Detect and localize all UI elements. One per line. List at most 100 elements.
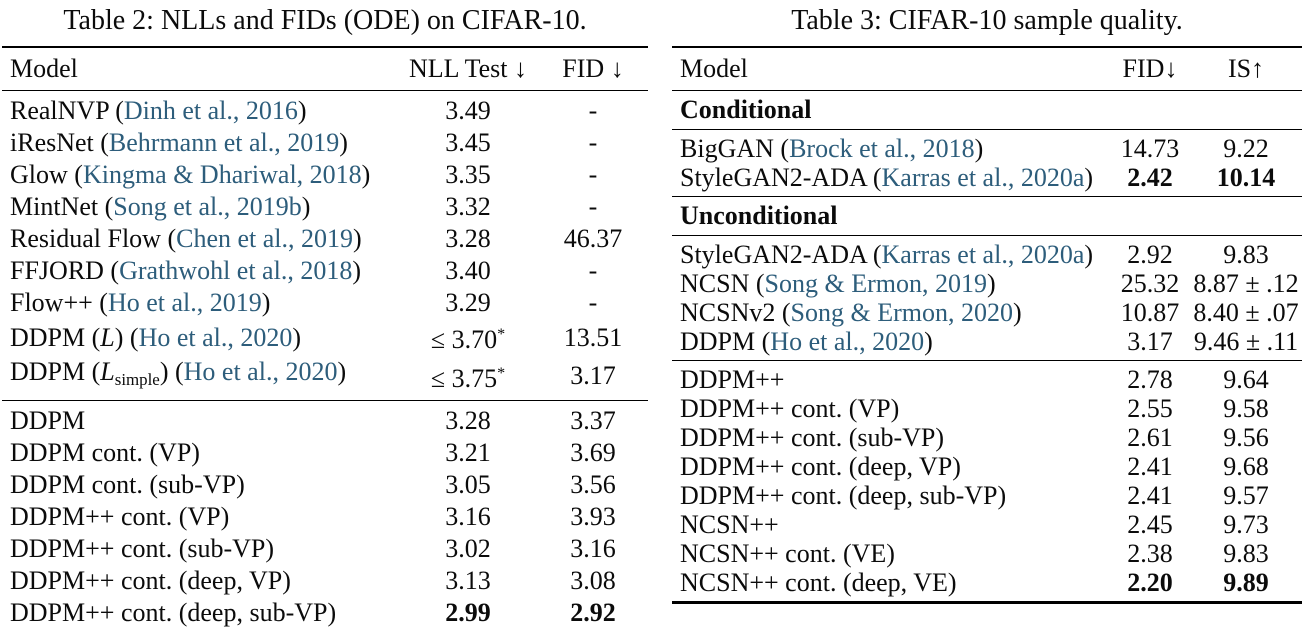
model-cell: FFJORD (Grathwohl et al., 2018) (2, 255, 398, 287)
table-row: DDPM (Lsimple) (Ho et al., 2020) ≤ 3.75* 3… (2, 356, 648, 401)
value-cell: ≤ 3.70* (398, 319, 538, 356)
text-segment: 3.93 (570, 502, 616, 531)
model-cell: Residual Flow (Chen et al., 2019) (2, 223, 398, 255)
text-segment: ) (986, 269, 996, 298)
text-segment: ) (261, 288, 271, 317)
model-cell: Flow++ (Ho et al., 2019) (2, 287, 398, 319)
text-segment: 3.37 (570, 406, 616, 435)
text-segment: ) (292, 322, 302, 352)
citation-link[interactable]: Behrmann et al., 2019 (108, 128, 340, 157)
table-row: DDPM++ cont. (deep, VP) 2.41 9.68 (672, 452, 1302, 481)
text-segment: DDPM++ (680, 365, 785, 394)
citation-link[interactable]: Grathwohl et al., 2018 (119, 256, 353, 285)
value-cell: 9.64 (1190, 361, 1302, 394)
value-cell: 9.83 (1190, 236, 1302, 269)
value-cell: 3.29 (398, 287, 538, 319)
text-segment: 2.41 (1127, 452, 1173, 481)
text-segment: 2.45 (1127, 510, 1173, 539)
table3-block: Table 3: CIFAR-10 sample quality. Model F… (672, 0, 1302, 604)
text-segment: 9.89 (1223, 568, 1269, 597)
value-cell: 3.17 (1110, 327, 1190, 361)
text-segment: iResNet ( (10, 128, 109, 157)
model-cell: DDPM++ cont. (VP) (672, 394, 1110, 423)
value-cell: 14.73 (1110, 130, 1190, 163)
citation-link[interactable]: Ho et al., 2020 (138, 322, 293, 352)
value-cell: - (538, 255, 648, 287)
value-cell: 2.45 (1110, 510, 1190, 539)
table-row: DDPM 3.28 3.37 (2, 401, 648, 438)
text-segment: NCSN++ cont. (VE) (680, 539, 895, 568)
value-cell: 3.28 (398, 223, 538, 255)
text-segment: 3.35 (445, 160, 491, 189)
table-row: NCSN (Song & Ermon, 2019) 25.32 8.87 ± .12 (672, 269, 1302, 298)
text-segment: 2.61 (1127, 423, 1173, 452)
citation-link[interactable]: Chen et al., 2019 (176, 224, 354, 253)
column-header: FID ↓ (562, 54, 624, 83)
value-cell: 3.32 (398, 191, 538, 223)
text-segment: ) (1084, 163, 1094, 192)
citation-link[interactable]: Dinh et al., 2016 (123, 96, 298, 125)
text-segment: ) (301, 192, 311, 221)
text-segment: - (588, 128, 598, 157)
text-segment: ) (337, 357, 347, 386)
citation-link[interactable]: Song & Ermon, 2020 (790, 298, 1013, 327)
table-row: DDPM++ cont. (VP) 2.55 9.58 (672, 394, 1302, 423)
text-segment: 9.83 (1223, 240, 1269, 269)
citation-link[interactable]: Karras et al., 2020a (881, 163, 1085, 192)
table-row: DDPM++ cont. (deep, VP) 3.13 3.08 (2, 565, 648, 597)
value-cell: 3.13 (398, 565, 538, 597)
text-segment: 2.41 (1127, 481, 1173, 510)
text-segment: 3.56 (570, 470, 616, 499)
text-segment: ) (1012, 298, 1022, 327)
model-cell: iResNet (Behrmann et al., 2019) (2, 127, 398, 159)
text-segment: DDPM++ cont. (sub-VP) (10, 534, 275, 563)
table-row: DDPM cont. (VP) 3.21 3.69 (2, 437, 648, 469)
model-cell: DDPM++ cont. (VP) (2, 501, 398, 533)
citation-link[interactable]: Karras et al., 2020a (881, 240, 1085, 269)
value-cell: 2.92 (1110, 236, 1190, 269)
column-header: Model (680, 54, 748, 83)
model-cell: DDPM++ cont. (deep, sub-VP) (672, 481, 1110, 510)
value-cell: 9.68 (1190, 452, 1302, 481)
table-row: Glow (Kingma & Dhariwal, 2018) 3.35 - (2, 159, 648, 191)
model-cell: NCSN (Song & Ermon, 2019) (672, 269, 1110, 298)
text-segment: 46.37 (563, 224, 623, 253)
value-cell: 25.32 (1110, 269, 1190, 298)
text-segment: 9.46 ± .11 (1193, 327, 1299, 356)
model-cell: DDPM++ cont. (deep, VP) (672, 452, 1110, 481)
table-row: DDPM cont. (sub-VP) 3.05 3.56 (2, 469, 648, 501)
text-segment: 9.57 (1223, 481, 1269, 510)
text-segment: 3.28 (445, 224, 491, 253)
value-cell: 3.21 (398, 437, 538, 469)
value-cell: 3.56 (538, 469, 648, 501)
citation-link[interactable]: Song et al., 2019b (113, 192, 302, 221)
model-cell: NCSNv2 (Song & Ermon, 2020) (672, 298, 1110, 327)
text-segment: StyleGAN2-ADA ( (680, 240, 882, 269)
text-segment: - (588, 96, 598, 125)
citation-link[interactable]: Ho et al., 2020 (770, 327, 925, 356)
value-cell: 2.61 (1110, 423, 1190, 452)
text-segment: 3.05 (445, 470, 491, 499)
citation-link[interactable]: Ho et al., 2019 (107, 288, 262, 317)
text-segment: DDPM++ cont. (deep, sub-VP) (680, 481, 1007, 510)
table-row: DDPM++ cont. (sub-VP) 2.61 9.56 (672, 423, 1302, 452)
text-segment: Glow ( (10, 160, 83, 189)
table-row: iResNet (Behrmann et al., 2019) 3.45 - (2, 127, 648, 159)
text-segment: StyleGAN2-ADA ( (680, 163, 882, 192)
text-segment: - (588, 160, 598, 189)
model-cell: DDPM (L) (Ho et al., 2020) (2, 319, 398, 356)
table-row: DDPM (Ho et al., 2020) 3.17 9.46 ± .11 (672, 327, 1302, 361)
citation-link[interactable]: Song & Ermon, 2019 (764, 269, 987, 298)
text-segment: 3.02 (445, 534, 491, 563)
text-segment: 13.51 (563, 322, 623, 352)
column-header: Model (10, 54, 78, 83)
text-segment: ) (361, 160, 371, 189)
citation-link[interactable]: Kingma & Dhariwal, 2018 (82, 160, 362, 189)
value-cell: 2.99 (398, 597, 538, 631)
citation-link[interactable]: Ho et al., 2020 (183, 357, 338, 386)
table-row: MintNet (Song et al., 2019b) 3.32 - (2, 191, 648, 223)
table-row: NCSN++ cont. (VE) 2.38 9.83 (672, 539, 1302, 568)
text-segment: Flow++ ( (10, 288, 108, 317)
citation-link[interactable]: Brock et al., 2018 (789, 134, 975, 163)
text-segment: 3.45 (445, 128, 491, 157)
